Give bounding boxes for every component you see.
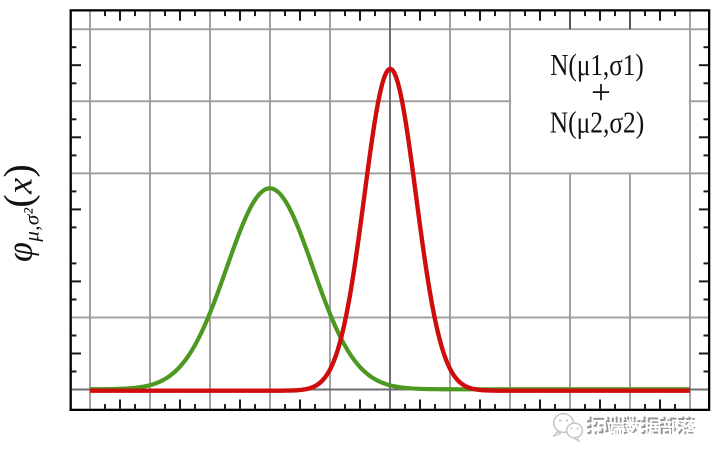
svg-text:拓端数据部落: 拓端数据部落 — [589, 418, 699, 439]
svg-text:N(μ2,σ2): N(μ2,σ2) — [550, 104, 645, 139]
svg-text:+: + — [591, 73, 611, 112]
svg-text:N(μ1,σ1): N(μ1,σ1) — [550, 47, 644, 82]
svg-text:φμ,σ²(x): φμ,σ²(x) — [0, 164, 44, 262]
svg-text:拓端数据部落: 拓端数据部落 — [587, 416, 697, 437]
